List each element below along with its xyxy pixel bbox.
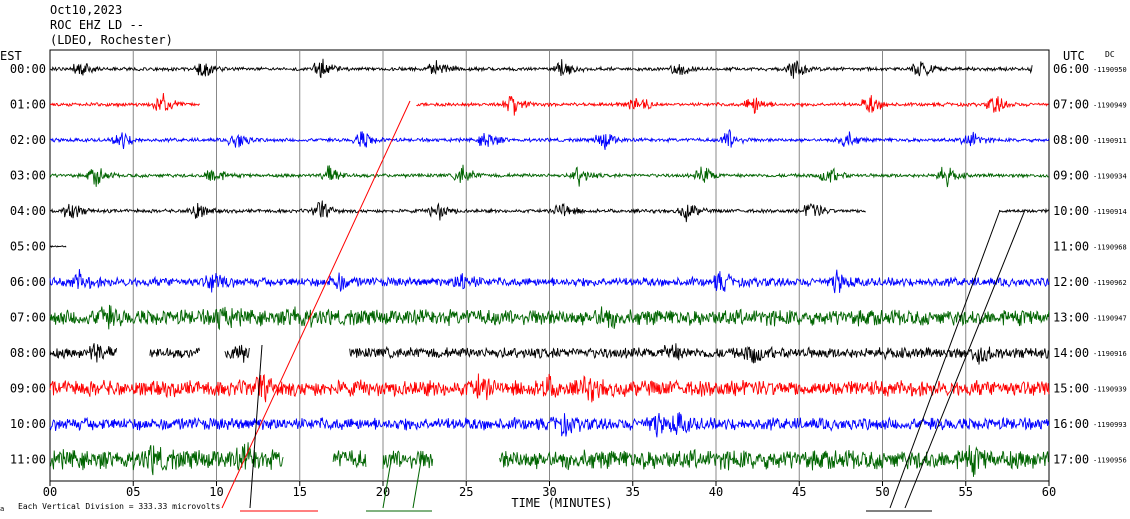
- est-label: 10:00: [10, 417, 46, 431]
- dc-offset-label: -1190949: [1093, 102, 1127, 110]
- utc-label: 12:00: [1053, 275, 1089, 289]
- est-label: 02:00: [10, 133, 46, 147]
- utc-label: 13:00: [1053, 311, 1089, 325]
- utc-label: 15:00: [1053, 382, 1089, 396]
- calibration-ramp: [249, 344, 263, 509]
- station-label: ROC EHZ LD --: [50, 18, 144, 32]
- trace-line: [49, 164, 1050, 188]
- dc-offset-label: -1190934: [1093, 173, 1127, 181]
- x-tick-label: 00: [43, 485, 57, 499]
- calibration-ramp: [412, 454, 423, 509]
- trace-line: [224, 344, 250, 363]
- est-label: 06:00: [10, 275, 46, 289]
- dc-offset-label: -1190993: [1093, 421, 1127, 429]
- date-label: Oct10,2023: [50, 3, 123, 17]
- est-label: 00:00: [10, 62, 46, 76]
- calibration-ramp: [904, 209, 1026, 509]
- right-axis-title: UTC: [1063, 49, 1085, 63]
- utc-label: 07:00: [1053, 98, 1089, 112]
- est-label: 09:00: [10, 382, 46, 396]
- trace-line: [49, 58, 1033, 79]
- est-label: 07:00: [10, 311, 46, 325]
- trace-line: [332, 450, 367, 469]
- est-label: 01:00: [10, 98, 46, 112]
- utc-label: 14:00: [1053, 346, 1089, 360]
- trace-line: [349, 343, 1049, 365]
- trace-line: [416, 95, 1049, 116]
- dc-offset-label: -1190962: [1093, 279, 1127, 287]
- x-tick-label: 15: [293, 485, 307, 499]
- x-tick-label: 50: [875, 485, 889, 499]
- est-label: 11:00: [10, 453, 46, 467]
- dc-offset-label: -1190914: [1093, 208, 1127, 216]
- est-label: 04:00: [10, 204, 46, 218]
- utc-label: 17:00: [1053, 453, 1089, 467]
- x-tick-label: 25: [459, 485, 473, 499]
- footer-note: Each Vertical Division = 333.33 microvol…: [18, 502, 220, 511]
- x-tick-label: 20: [376, 485, 390, 499]
- dc-offset-label: -1190956: [1093, 457, 1127, 465]
- utc-label: 09:00: [1053, 169, 1089, 183]
- utc-label: 06:00: [1053, 62, 1089, 76]
- x-axis-title: TIME (MINUTES): [511, 496, 612, 510]
- calibration-ramp: [221, 100, 411, 509]
- utc-label: 10:00: [1053, 204, 1089, 218]
- x-tick-label: 30: [542, 485, 556, 499]
- calibration-ramp: [889, 209, 1001, 509]
- network-label: (LDEO, Rochester): [50, 33, 173, 47]
- footer-mark: a: [0, 505, 4, 513]
- trace-line: [49, 200, 866, 223]
- trace-line: [49, 128, 1050, 150]
- trace-line: [149, 347, 201, 359]
- dc-offset-label: -1190947: [1093, 315, 1127, 323]
- x-tick-label: 45: [792, 485, 806, 499]
- utc-label: 08:00: [1053, 133, 1089, 147]
- x-tick-label: 40: [709, 485, 723, 499]
- trace-line: [49, 93, 201, 111]
- trace-line: [49, 269, 1050, 294]
- x-tick-label: 10: [209, 485, 223, 499]
- x-tick-label: 55: [959, 485, 973, 499]
- utc-label: 11:00: [1053, 240, 1089, 254]
- dc-label: DC: [1105, 50, 1115, 59]
- trace-line: [49, 442, 284, 476]
- trace-line: [49, 244, 67, 248]
- trace-line: [49, 304, 1050, 331]
- x-tick-label: 35: [626, 485, 640, 499]
- calibration-ramp: [382, 454, 393, 509]
- dc-offset-label: -1190939: [1093, 386, 1127, 394]
- trace-line: [49, 412, 1050, 438]
- trace-line: [49, 343, 117, 363]
- trace-line: [49, 373, 1050, 403]
- trace-line: [499, 445, 1049, 477]
- x-tick-label: 60: [1042, 485, 1056, 499]
- dc-offset-label: -1190950: [1093, 66, 1127, 74]
- dc-offset-label: -1190968: [1093, 244, 1127, 252]
- dc-offset-label: -1190916: [1093, 350, 1127, 358]
- left-axis-title: EST: [0, 49, 22, 63]
- x-tick-label: 05: [126, 485, 140, 499]
- est-label: 05:00: [10, 240, 46, 254]
- dc-offset-label: -1190911: [1093, 137, 1127, 145]
- utc-label: 16:00: [1053, 417, 1089, 431]
- est-label: 08:00: [10, 346, 46, 360]
- est-label: 03:00: [10, 169, 46, 183]
